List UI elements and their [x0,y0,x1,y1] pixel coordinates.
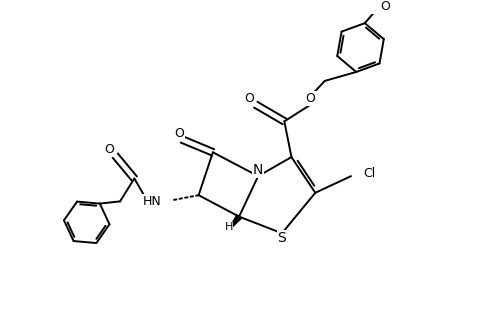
Text: O: O [379,0,389,13]
Text: S: S [277,231,286,245]
Text: Cl: Cl [362,167,374,180]
Polygon shape [227,215,241,232]
Text: HN: HN [142,195,161,208]
Text: N: N [253,163,263,177]
Text: O: O [305,92,315,105]
Text: O: O [174,127,184,140]
Text: O: O [244,92,254,105]
Text: H: H [224,222,232,232]
Text: O: O [104,143,114,156]
